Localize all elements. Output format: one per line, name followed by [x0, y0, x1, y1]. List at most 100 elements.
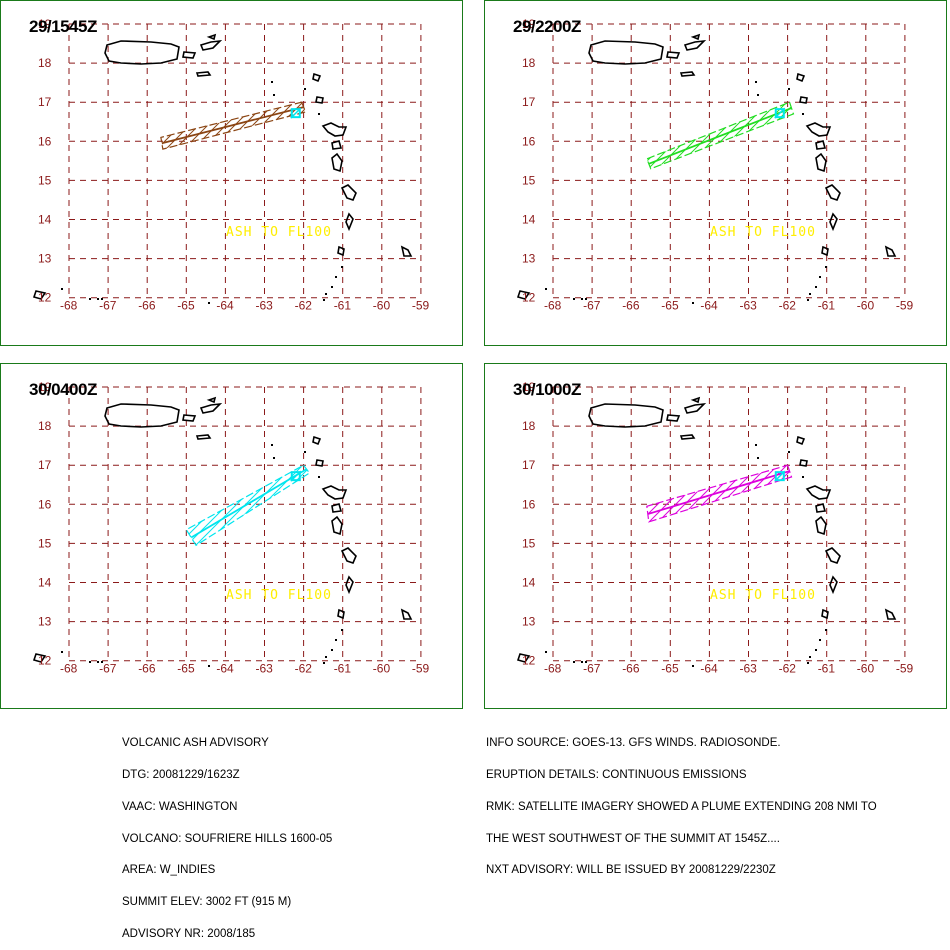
- longitude-label: -62: [295, 299, 313, 313]
- hatch-line: [485, 1, 492, 345]
- hatch-line: [485, 1, 600, 345]
- hatch-line: [660, 102, 794, 169]
- hatch-line: [257, 102, 306, 150]
- islet-dot: [757, 94, 759, 96]
- islet-dot: [341, 629, 343, 631]
- longitude-label: -66: [622, 299, 640, 313]
- hatch-line: [741, 102, 794, 169]
- islet-dot: [335, 276, 337, 278]
- hatch-line: [651, 465, 792, 522]
- hatch-line: [646, 465, 792, 522]
- hatch-line: [750, 102, 794, 169]
- island-outline: [821, 245, 829, 257]
- hatch-line: [160, 102, 306, 150]
- hatch-line: [687, 465, 792, 522]
- hatch-line: [420, 1, 462, 345]
- hatch-line: [485, 1, 510, 345]
- hatch-line: [1, 364, 143, 708]
- hatch-line: [646, 102, 673, 169]
- hatch-line: [646, 102, 794, 169]
- hatch-line: [239, 102, 306, 150]
- islet-dot: [61, 288, 63, 290]
- islet-dot: [101, 298, 103, 300]
- hatch-line: [429, 1, 462, 345]
- hatch-line: [485, 364, 510, 708]
- hatch-line: [796, 1, 946, 345]
- hatch-line: [402, 364, 462, 708]
- hatch-line: [823, 364, 946, 708]
- island-outline: [516, 653, 531, 663]
- latitude-label: 14: [522, 576, 536, 590]
- hatch-line: [186, 465, 198, 546]
- hatch-line: [485, 1, 627, 345]
- hatch-line: [1, 1, 62, 345]
- longitude-label: -64: [700, 662, 718, 676]
- island-outline: [799, 96, 808, 104]
- lat-lon-grid: [68, 386, 422, 662]
- island-outline: [796, 435, 806, 446]
- hatch-line: [646, 465, 792, 522]
- ash-height-label: ASH TO FL100: [710, 588, 816, 603]
- hatch-line: [651, 102, 794, 169]
- hatch-line: [456, 364, 462, 708]
- island-outline: [331, 140, 343, 150]
- island-outline: [337, 245, 345, 257]
- advisory-line: VOLCANIC ASH ADVISORY: [122, 737, 269, 750]
- hatch-line: [895, 1, 946, 345]
- islet-dot: [89, 661, 91, 663]
- hatch-line: [284, 102, 306, 150]
- latitude-label: 19: [38, 380, 52, 394]
- latitude-label: 15: [522, 536, 536, 550]
- hatch-line: [823, 1, 946, 345]
- hatch-line: [646, 465, 655, 522]
- islet-dot: [788, 88, 790, 90]
- lat-lon-grid: [552, 386, 906, 662]
- latitude-label: 12: [38, 291, 52, 305]
- hatch-line: [1, 1, 35, 345]
- hatch-line: [212, 102, 306, 150]
- hatch-line: [646, 465, 792, 522]
- ash-plume: [485, 364, 946, 708]
- latitude-label: 19: [522, 380, 536, 394]
- hatch-line: [348, 364, 462, 708]
- hatch-line: [646, 465, 691, 522]
- islet-dot: [97, 661, 99, 663]
- longitude-label: -64: [216, 299, 234, 313]
- hatch-line: [646, 102, 794, 169]
- hatch-line: [186, 465, 189, 546]
- island-outline: [32, 653, 47, 663]
- longitude-label: -59: [896, 299, 914, 313]
- hatch-line: [850, 364, 946, 708]
- hatch-line: [832, 364, 946, 708]
- longitude-label: -63: [740, 662, 758, 676]
- hatch-line: [1, 364, 17, 708]
- latitude-label: 14: [38, 213, 52, 227]
- hatch-line: [841, 1, 946, 345]
- hatch-line: [904, 364, 946, 708]
- hatch-line: [1, 364, 35, 708]
- hatch-line: [841, 364, 946, 708]
- island-outline: [821, 608, 829, 620]
- island-outline: [884, 245, 897, 257]
- islet-dot: [573, 661, 575, 663]
- island-outline: [588, 40, 664, 65]
- longitude-label: -65: [661, 299, 679, 313]
- hatch-line: [160, 102, 306, 150]
- hatch-line: [1, 364, 152, 708]
- island-outline: [337, 608, 345, 620]
- longitude-label: -67: [99, 299, 117, 313]
- island-outline: [805, 122, 832, 137]
- island-outline: [690, 396, 701, 404]
- islet-dot: [807, 662, 809, 664]
- vent-marker-cross: [774, 470, 786, 482]
- plume-centerline: [190, 468, 307, 539]
- hatch-line: [646, 102, 794, 169]
- hatch-line: [646, 465, 792, 522]
- latitude-label: 12: [522, 654, 536, 668]
- latitude-label: 15: [522, 173, 536, 187]
- longitude-label: -63: [256, 299, 274, 313]
- plume-hatching: [485, 364, 946, 708]
- hatch-line: [357, 1, 462, 345]
- advisory-line: AREA: W_INDIES: [122, 864, 216, 877]
- panel-time-label: 30/1000Z: [513, 380, 581, 399]
